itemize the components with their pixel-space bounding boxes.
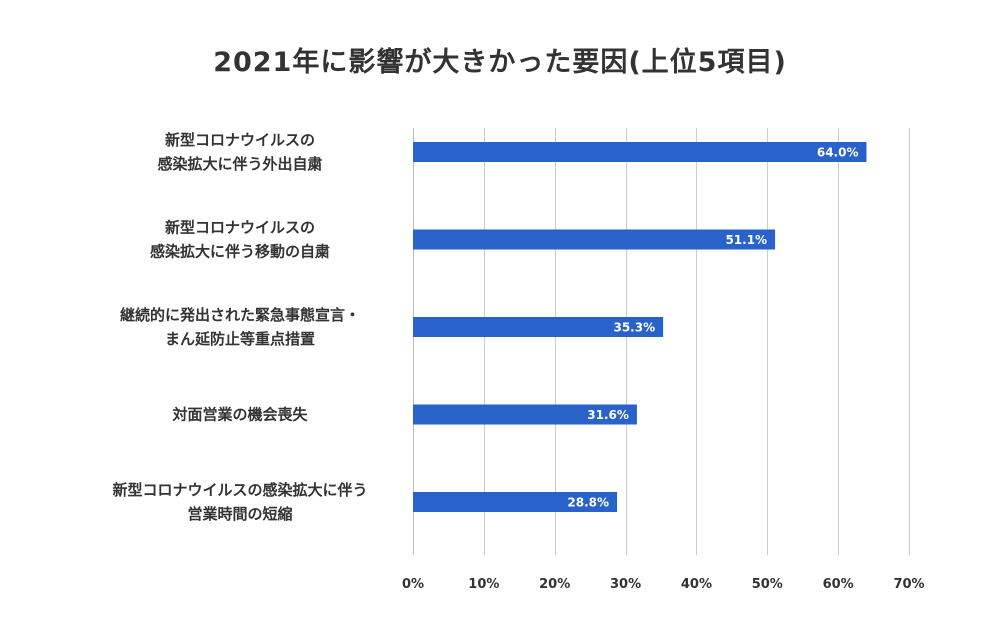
- data-label: 51.1%: [725, 233, 767, 247]
- category-label-line: 対面営業の機会喪失: [171, 406, 308, 424]
- category-label: 対面営業の機会喪失: [171, 406, 308, 424]
- x-tick-label: 70%: [893, 577, 924, 592]
- category-labels: 新型コロナウイルスの感染拡大に伴う外出自粛新型コロナウイルスの感染拡大に伴う移動…: [112, 131, 367, 523]
- category-label-line: まん延防止等重点措置: [165, 330, 315, 348]
- category-label-line: 新型コロナウイルスの: [165, 219, 315, 237]
- category-label: 継続的に発出された緊急事態宣言・まん延防止等重点措置: [120, 306, 360, 348]
- x-tick-label: 50%: [752, 577, 783, 592]
- category-label-line: 営業時間の短縮: [187, 505, 292, 523]
- bar: [413, 229, 776, 250]
- x-tick-label: 40%: [681, 577, 712, 592]
- x-tick-label: 10%: [468, 577, 499, 592]
- data-label: 64.0%: [817, 146, 859, 160]
- category-label-line: 新型コロナウイルスの: [165, 131, 315, 149]
- grid-layer: [413, 128, 910, 555]
- data-label: 28.8%: [567, 496, 609, 510]
- x-tick-label: 20%: [539, 577, 570, 592]
- x-axis-ticks: 0% 10% 20% 30% 40% 50% 60% 70%: [402, 577, 925, 592]
- bar-layer: 64.0% 51.1% 35.3% 31.6% 28.8%: [413, 142, 867, 512]
- x-tick-label: 60%: [823, 577, 854, 592]
- category-label-line: 感染拡大に伴う外出自粛: [157, 155, 322, 173]
- data-label: 31.6%: [587, 408, 629, 422]
- bar: [413, 404, 637, 425]
- category-label-line: 感染拡大に伴う移動の自粛: [150, 243, 330, 261]
- chart-title: 2021年に影響が大きかった要因(上位5項目): [213, 47, 787, 78]
- data-label: 35.3%: [613, 321, 655, 335]
- bar: [413, 492, 618, 512]
- x-tick-label: 30%: [610, 577, 641, 592]
- bar: [413, 142, 867, 162]
- bar: [413, 317, 664, 337]
- category-label-line: 継続的に発出された緊急事態宣言・: [120, 306, 360, 324]
- x-tick-label: 0%: [402, 577, 424, 592]
- category-label-line: 新型コロナウイルスの感染拡大に伴う: [112, 481, 367, 499]
